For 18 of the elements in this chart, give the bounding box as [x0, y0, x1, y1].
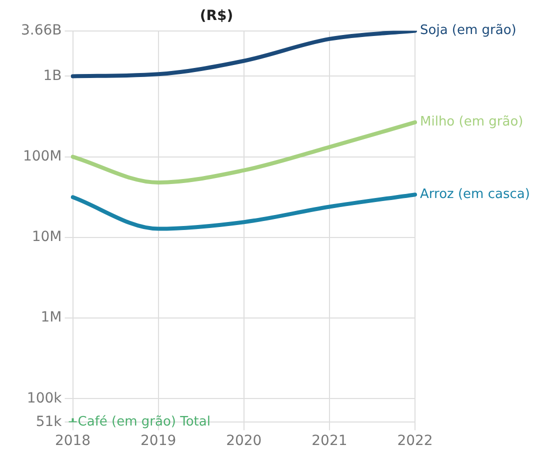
y-tick-label: 100k	[26, 390, 63, 406]
y-tick-label: 100M	[22, 148, 62, 164]
chart-title: (R$)	[200, 8, 234, 24]
line-series	[70, 192, 417, 231]
x-tick-label: 2021	[312, 433, 348, 450]
x-tick-label: 2020	[226, 433, 262, 450]
series-label: Milho (em grão)	[420, 114, 524, 130]
series-label: Café (em grão) Total	[78, 414, 210, 430]
x-tick-label: 2018	[54, 433, 91, 450]
y-tick-label: 10M	[32, 229, 62, 246]
y-tick-label: 3.66B	[20, 22, 62, 38]
y-tick-label: 51k	[36, 414, 63, 430]
y-tick-label: 1M	[40, 310, 62, 326]
x-tick-label: 2019	[140, 433, 176, 450]
series-label: Soja (em grão)	[420, 23, 516, 38]
series-label: Arroz (em casca)	[420, 186, 530, 202]
y-tick-label: 1B	[43, 68, 62, 84]
x-tick-label: 2022	[397, 433, 433, 450]
